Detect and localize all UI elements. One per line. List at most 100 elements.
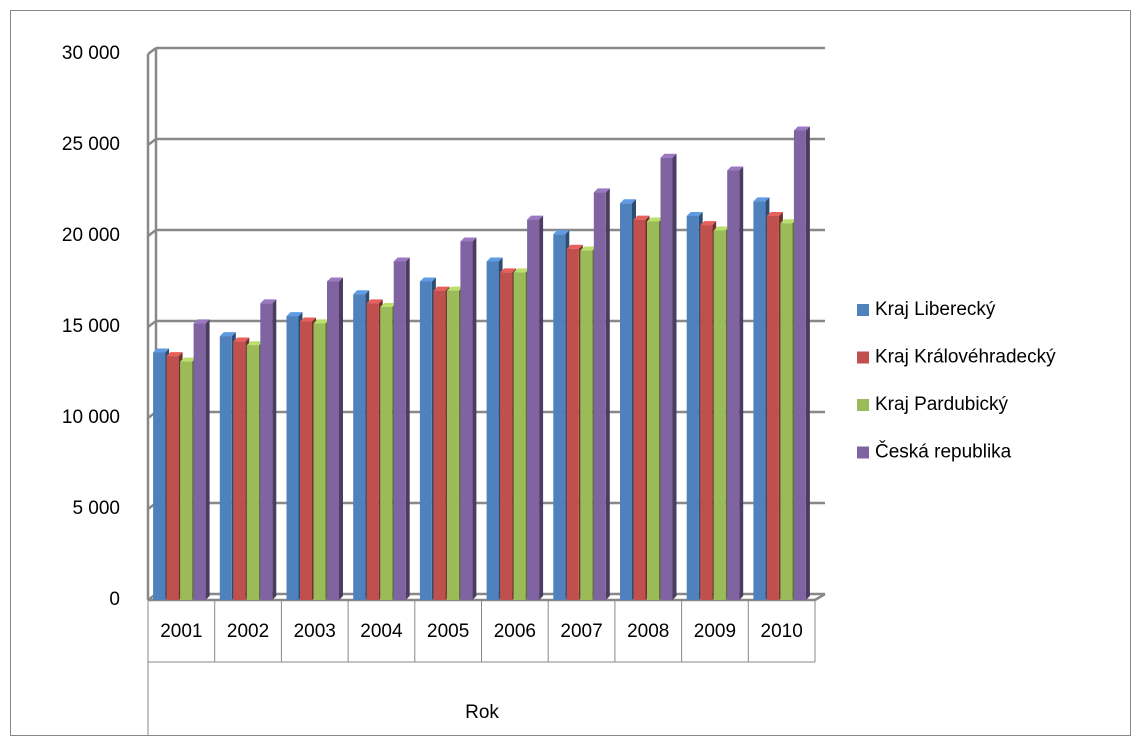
floor-edge: [814, 592, 826, 602]
bar: [327, 281, 339, 600]
bar-side: [272, 299, 277, 600]
bar-top: [513, 268, 530, 273]
y-tick-label: 30 000: [62, 43, 120, 64]
bar-top: [727, 166, 744, 171]
bar-top: [620, 199, 636, 204]
x-tick-label: 2007: [560, 621, 602, 642]
grid-line-floor: [147, 47, 157, 55]
bar: [153, 352, 166, 600]
grid-line-floor: [147, 320, 157, 328]
bar-top: [713, 226, 730, 231]
bar: [753, 201, 766, 601]
bar-top: [366, 299, 383, 304]
bar: [446, 290, 459, 600]
y-tick-label: 20 000: [62, 225, 120, 246]
x-tick-label: 2006: [494, 621, 536, 642]
bar-top: [553, 230, 570, 235]
y-tick-label: 5 000: [72, 498, 120, 519]
bar-top: [500, 268, 517, 273]
bar-side: [339, 277, 343, 600]
bar-side: [472, 237, 477, 600]
legend-swatch: [857, 446, 869, 459]
bar-top: [393, 257, 410, 262]
x-tick-label: 2004: [360, 621, 403, 642]
bar-top: [419, 277, 436, 282]
bar-top: [313, 319, 330, 324]
x-tick-label: 2008: [627, 621, 669, 642]
bar: [380, 306, 393, 600]
bar: [166, 356, 179, 600]
bar-side: [672, 153, 677, 601]
legend-swatch: [857, 351, 869, 364]
bar: [633, 219, 646, 600]
bar: [460, 241, 473, 600]
bar-top: [380, 302, 397, 307]
bar: [513, 272, 526, 600]
x-tick-label: 2010: [761, 621, 803, 642]
bar-top: [327, 277, 343, 282]
bar: [793, 130, 806, 600]
legend-label: Kraj Liberecký: [875, 299, 996, 320]
bar: [593, 192, 606, 600]
bar: [353, 294, 366, 600]
bar-top: [166, 352, 183, 357]
bar-top: [193, 319, 210, 324]
bar: [553, 234, 566, 600]
bar-top: [460, 237, 477, 242]
bar: [366, 303, 379, 600]
x-tick-label: 2001: [160, 621, 202, 642]
bar-side: [805, 126, 810, 600]
y-tick-label: 0: [109, 589, 120, 610]
bar: [233, 341, 246, 600]
bar-top: [566, 244, 583, 249]
x-tick-label: 2009: [694, 621, 736, 642]
bar-top: [286, 312, 303, 317]
bar-top: [233, 337, 250, 342]
y-tick-label: 25 000: [62, 134, 120, 155]
bar-top: [593, 188, 610, 193]
legend-label: Česká republika: [875, 441, 1012, 463]
bar-side: [205, 319, 210, 600]
bar: [727, 170, 740, 601]
bar-side: [739, 166, 744, 601]
bar-top: [580, 246, 597, 251]
bar-top: [219, 332, 236, 337]
bar: [260, 303, 273, 600]
bar: [433, 290, 446, 600]
bar: [286, 316, 299, 600]
bar-side: [605, 188, 610, 600]
bar: [700, 225, 713, 600]
bar: [766, 215, 779, 601]
legend-label: Kraj Pardubický: [875, 394, 1009, 415]
bar-top: [700, 221, 717, 226]
bar: [580, 250, 593, 600]
bar-top: [660, 153, 677, 158]
x-tick-label: 2003: [294, 621, 336, 642]
bar: [780, 223, 793, 600]
x-tick-label: 2005: [427, 621, 469, 642]
bar: [527, 219, 540, 600]
bar-top: [527, 215, 544, 220]
bar: [660, 157, 673, 601]
bar: [647, 221, 659, 600]
legend-swatch: [857, 399, 869, 411]
bar-top: [486, 257, 503, 262]
bar: [500, 272, 513, 600]
bar-top: [446, 286, 463, 291]
bar: [419, 281, 432, 600]
bar-top: [433, 286, 450, 291]
bar-top: [180, 357, 197, 362]
bar-top: [766, 211, 783, 216]
bar-top: [633, 215, 650, 220]
bar-top: [246, 341, 263, 346]
bar: [219, 336, 232, 600]
bar-side: [405, 257, 410, 600]
bar-top: [793, 126, 810, 131]
bar: [193, 323, 206, 600]
bar-top: [647, 217, 663, 222]
x-tick-label: 2002: [227, 621, 269, 642]
x-axis-label: Rok: [465, 702, 499, 723]
bar: [300, 321, 312, 600]
legend-swatch: [857, 304, 869, 316]
